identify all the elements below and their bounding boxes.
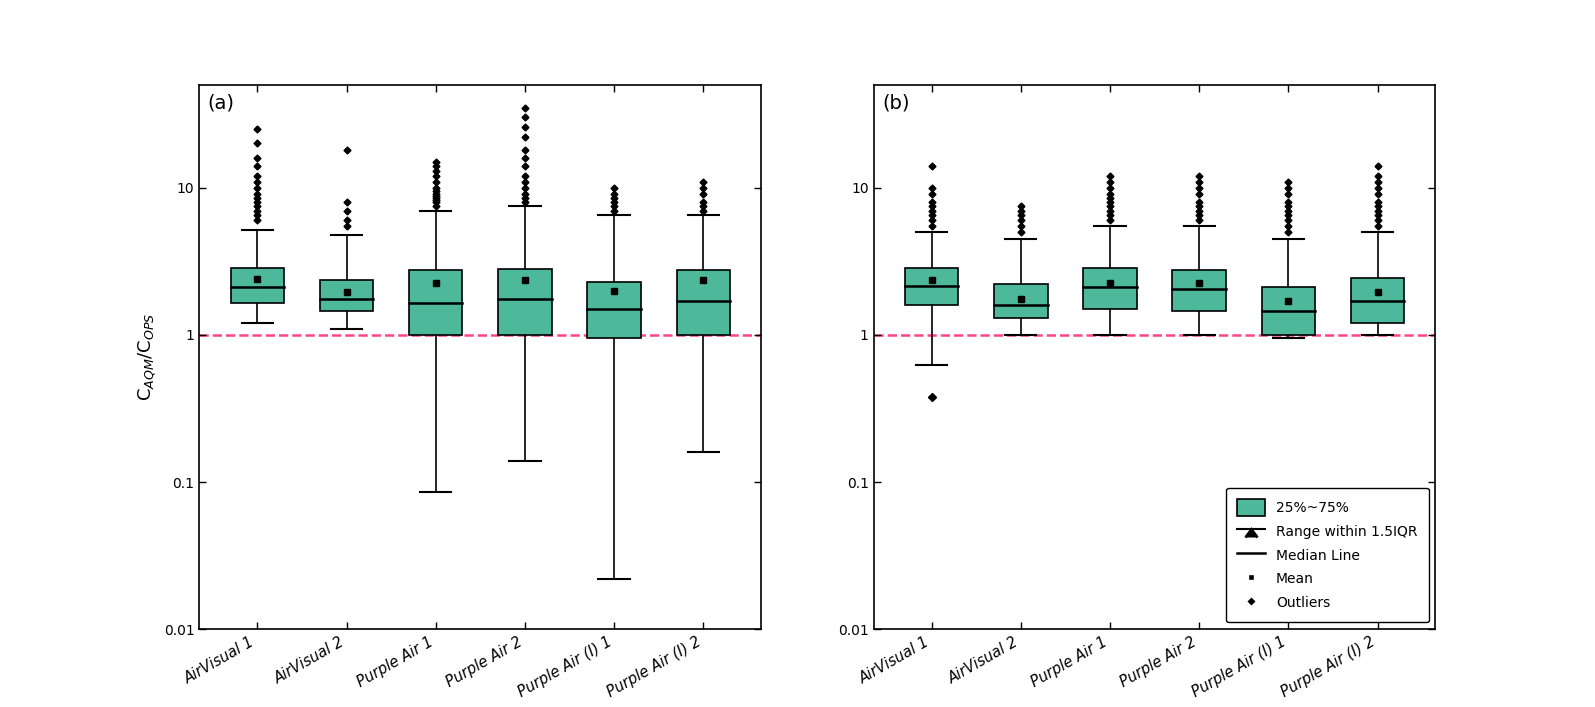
- Text: (a): (a): [207, 93, 234, 112]
- Bar: [498, 269, 552, 335]
- Bar: [1172, 270, 1227, 311]
- Bar: [1351, 278, 1404, 323]
- Bar: [319, 280, 373, 311]
- Bar: [231, 268, 284, 303]
- Bar: [1262, 288, 1316, 335]
- Bar: [408, 270, 463, 335]
- Y-axis label: C$_{AQM}$/C$_{OPS}$: C$_{AQM}$/C$_{OPS}$: [137, 312, 158, 402]
- Text: (b): (b): [882, 93, 909, 112]
- Bar: [904, 268, 959, 305]
- Bar: [587, 281, 641, 338]
- Bar: [1083, 268, 1137, 309]
- Bar: [676, 270, 731, 335]
- Bar: [994, 284, 1048, 318]
- Legend: 25%~75%, Range within 1.5IQR, Median Line, Mean, Outliers: 25%~75%, Range within 1.5IQR, Median Lin…: [1227, 488, 1429, 622]
